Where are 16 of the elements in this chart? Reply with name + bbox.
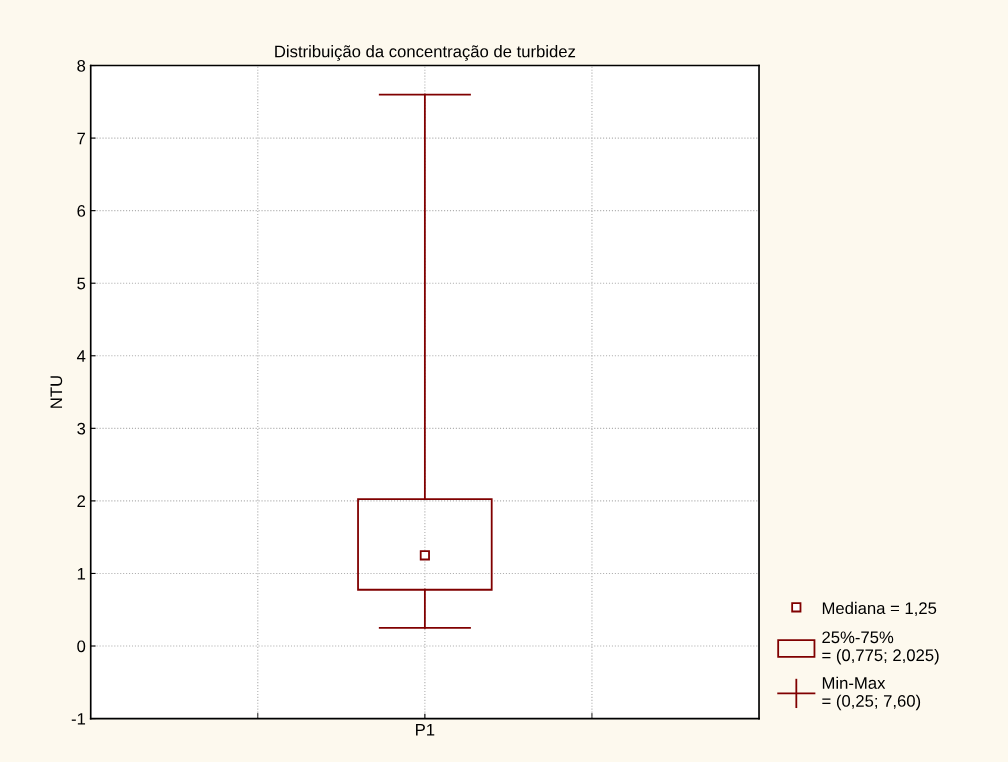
y-tick-label: 2 — [77, 495, 86, 507]
y-tick-label: 6 — [77, 205, 86, 217]
y-tick-label: 7 — [77, 132, 86, 145]
y-tick-label: 3 — [77, 422, 86, 435]
y-tick-label: 5 — [77, 277, 86, 290]
text: 25%-75% = (0,775; 2,025) — [822, 631, 939, 665]
y-tick-label: -1 — [71, 713, 86, 725]
y-tick-label: 0 — [77, 640, 86, 653]
y-tick-label: 4 — [76, 350, 86, 362]
y-tick-label: 8 — [77, 59, 86, 72]
x-tick-label: P1 — [416, 724, 435, 736]
chart-title: Distribuição da concentração de turbidez — [275, 45, 576, 61]
text: Mediana = 1,25 — [822, 601, 937, 617]
y-tick-label: 1 — [77, 568, 86, 580]
text: Min-Max = (0,25; 7,60) — [822, 676, 921, 711]
y-axis-title: NTU — [50, 376, 63, 408]
